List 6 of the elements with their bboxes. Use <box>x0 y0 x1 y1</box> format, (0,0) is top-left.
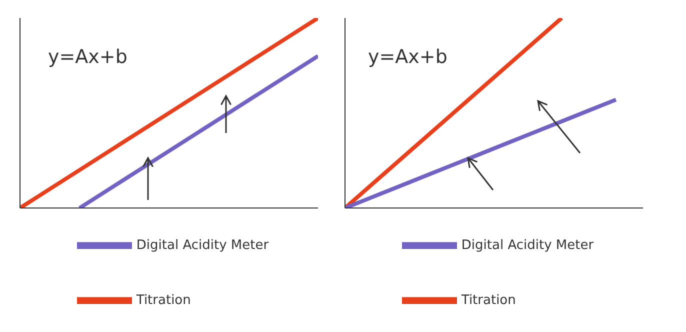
legend-label: Titration <box>136 293 191 308</box>
legend-label: Digital Acidity Meter <box>136 238 269 254</box>
legend-label: Titration <box>461 293 516 308</box>
annotation: y=Ax+b <box>368 46 448 68</box>
legend-label: Digital Acidity Meter <box>461 238 594 254</box>
annotation: y=Ax+b <box>48 46 128 68</box>
